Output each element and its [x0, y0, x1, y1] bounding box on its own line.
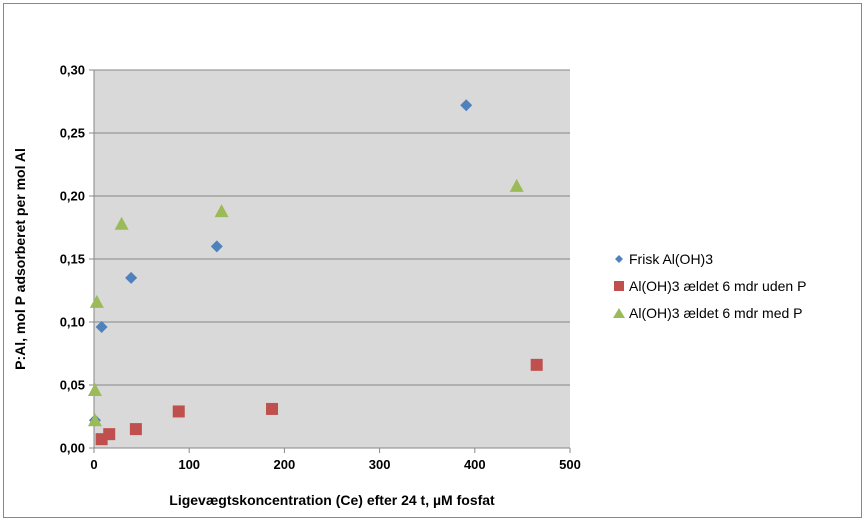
- data-point-triangle: [114, 216, 129, 230]
- legend-triangle-icon: [613, 308, 625, 318]
- data-points: [87, 99, 543, 446]
- y-axis-title: P:Al, mol P adsorberet per mol Al: [12, 148, 28, 370]
- gridlines: [89, 69, 571, 453]
- data-point-square: [129, 423, 142, 436]
- x-tick-label: 200: [274, 457, 296, 472]
- data-point-triangle: [89, 294, 104, 308]
- y-tick-label: 0,10: [60, 315, 85, 330]
- data-point-diamond: [125, 271, 138, 284]
- y-tick-label: 0,20: [60, 189, 85, 204]
- x-tick-label: 500: [559, 457, 581, 472]
- data-point-diamond: [460, 99, 473, 112]
- data-point-triangle: [87, 383, 102, 397]
- legend-label: Al(OH)3 ældet 6 mdr uden P: [629, 278, 806, 294]
- data-point-diamond: [95, 321, 108, 334]
- x-tick-label: 400: [464, 457, 486, 472]
- data-point-triangle: [214, 204, 229, 218]
- x-tick-labels: 0 100 200 300 400 500: [90, 457, 580, 472]
- data-point-triangle: [87, 413, 102, 427]
- y-tick-label: 0,30: [60, 63, 85, 78]
- y-tick-labels: 0,00 0,05 0,10 0,15 0,20 0,25 0,30: [60, 63, 85, 456]
- x-tick-label: 300: [369, 457, 391, 472]
- x-tick-label: 100: [178, 457, 200, 472]
- data-point-square: [266, 402, 279, 415]
- legend-label: Al(OH)3 ældet 6 mdr med P: [629, 305, 803, 321]
- data-point-diamond: [210, 240, 223, 253]
- x-axis-title: Ligevægtskoncentration (Ce) efter 24 t, …: [169, 492, 495, 508]
- data-point-triangle: [509, 178, 524, 192]
- x-tick-label: 0: [90, 457, 97, 472]
- legend: Frisk Al(OH)3 Al(OH)3 ældet 6 mdr uden P A…: [613, 251, 806, 321]
- y-tick-label: 0,25: [60, 126, 85, 141]
- data-point-square: [172, 405, 185, 418]
- y-tick-label: 0,05: [60, 378, 85, 393]
- legend-diamond-icon: [615, 255, 623, 263]
- y-tick-label: 0,15: [60, 252, 85, 267]
- legend-label: Frisk Al(OH)3: [629, 251, 713, 267]
- y-tick-label: 0,00: [60, 441, 85, 456]
- data-point-square: [530, 358, 543, 371]
- legend-square-icon: [614, 281, 624, 291]
- data-point-square: [103, 428, 116, 441]
